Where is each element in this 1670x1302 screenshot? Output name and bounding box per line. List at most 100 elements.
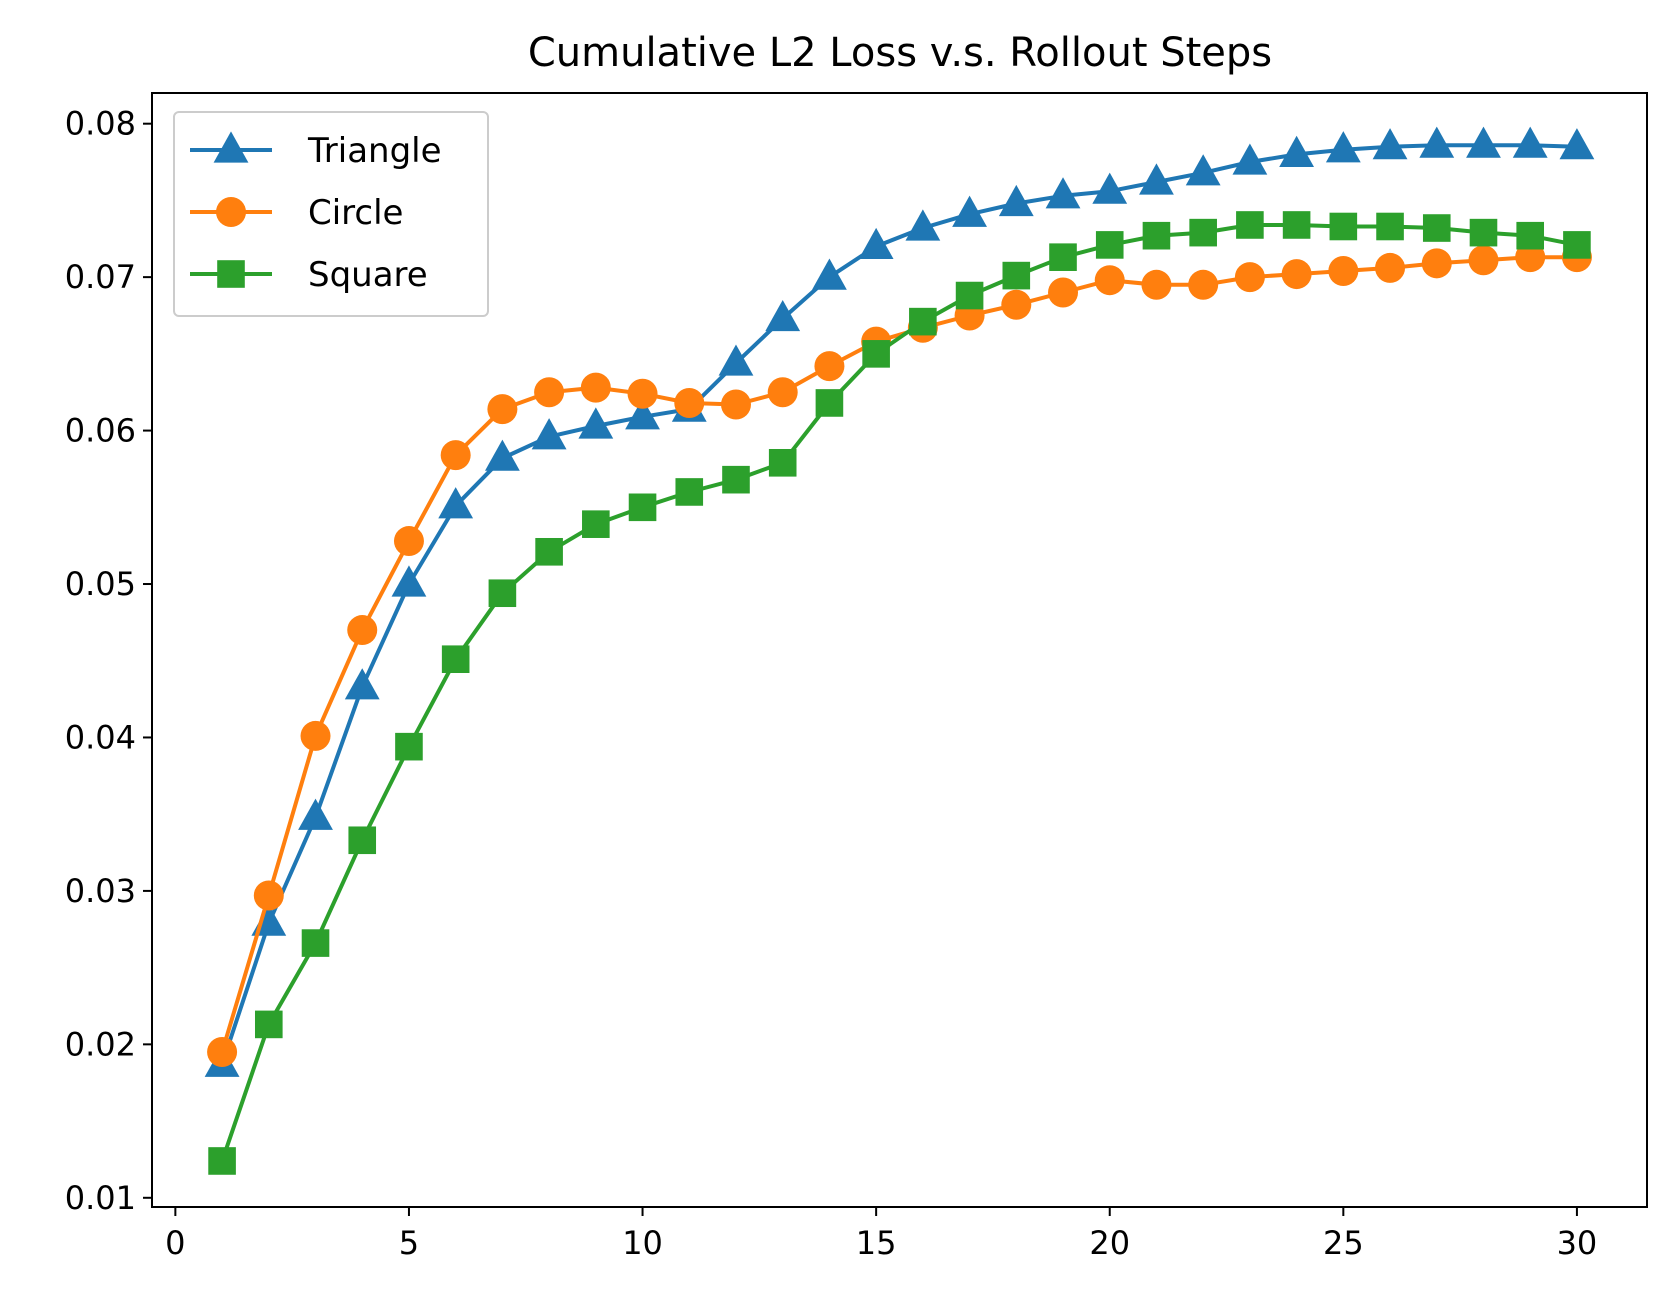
data-point-triangle [1092,172,1128,204]
data-point-circle [1048,277,1079,308]
legend-marker-circle [216,197,246,227]
data-point-square [815,389,844,417]
x-tick-label: 5 [399,1224,419,1262]
data-point-triangle [391,565,427,597]
series-circle [207,242,1592,1068]
y-tick-label: 0.04 [65,718,136,756]
data-point-square [208,1147,236,1175]
data-point-circle [767,377,798,408]
data-point-triangle [1232,143,1268,175]
data-point-triangle [765,299,801,332]
chart-title: Cumulative L2 Loss v.s. Rollout Steps [528,30,1272,76]
data-point-square [768,448,797,477]
y-tick-label: 0.08 [65,105,136,143]
data-point-circle [1328,255,1359,286]
data-point-triangle [998,184,1034,217]
x-tick-label: 10 [622,1224,663,1262]
legend-label: Triangle [307,131,442,171]
data-point-circle [674,387,705,418]
y-tick-label: 0.01 [65,1179,136,1217]
data-point-circle [720,389,751,420]
data-point-circle [1281,259,1312,290]
legend-label: Circle [308,193,403,233]
data-point-triangle [1045,177,1081,209]
data-point-square [488,579,517,608]
data-point-triangle [1372,128,1408,160]
data-point-square [909,307,937,336]
data-point-circle [347,615,378,646]
data-point-square [301,929,330,957]
data-point-square [955,281,984,310]
data-point-triangle [578,407,614,439]
data-point-triangle [952,195,987,227]
x-tick-label: 25 [1323,1224,1364,1262]
axes-frame [151,92,1648,1208]
legend-label: Square [308,255,428,295]
data-point-square [1049,243,1077,271]
x-tick-label: 0 [165,1224,185,1262]
data-point-square [1376,212,1404,241]
data-point-circle [534,377,565,408]
data-point-circle [627,378,658,409]
y-tick-label: 0.07 [65,258,136,296]
data-point-triangle [1279,135,1315,167]
data-point-square [675,478,704,506]
data-point-triangle [1419,126,1455,158]
y-tick-label: 0.05 [65,565,136,603]
data-point-circle [300,720,331,751]
x-tick-label: 20 [1089,1224,1130,1262]
legend-marker-square [217,260,245,288]
data-point-circle [580,372,611,403]
data-point-circle [1094,265,1125,296]
data-point-circle [1421,248,1452,279]
data-point-triangle [344,668,380,700]
data-point-circle [253,880,284,911]
data-point-triangle [905,209,941,241]
data-point-square [722,465,750,494]
data-point-triangle [1325,131,1361,163]
data-point-square [441,645,470,674]
data-point-square [1516,221,1545,250]
data-point-triangle [484,439,520,471]
data-point-square [1469,218,1498,247]
data-point-circle [1001,289,1032,320]
axes: 0 5 10 15 20 25 30 0.01 0.02 0.03 0.04 0.05 0.06 0.07… [65,92,1648,1262]
data-point-circle [1141,269,1172,300]
data-point-triangle [858,227,894,260]
data-point-square [1095,231,1124,259]
data-point-square [1002,261,1031,290]
data-point-triangle [298,798,333,830]
data-point-square [582,510,610,538]
series-square [208,211,1591,1175]
data-point-circle [1234,262,1265,293]
legend-item-triangle: Triangle [190,131,442,171]
data-point-triangle [1512,126,1548,158]
data-point-circle [207,1037,238,1068]
legend: Triangle Circle Square [173,111,489,317]
data-point-circle [487,394,518,425]
data-point-circle [393,526,424,557]
data-point-square [254,1010,283,1039]
legend-box [173,111,489,317]
legend-item-square: Square [190,255,428,295]
x-tick-label: 30 [1557,1224,1598,1262]
data-point-circle [440,440,471,471]
data-point-square [395,732,423,761]
data-point-square [1142,221,1171,250]
legend-marker-triangle [213,131,249,163]
data-point-square [628,493,657,522]
data-point-triangle [1559,128,1595,160]
data-point-triangle [1466,126,1501,158]
data-point-triangle [812,258,847,290]
data-point-square [1329,212,1358,241]
data-point-square [1563,231,1591,259]
data-point-triangle [1139,163,1174,195]
data-point-square [1282,211,1311,239]
series-group [204,126,1595,1175]
data-point-triangle [625,398,660,430]
data-point-triangle [718,344,754,376]
y-tick-label: 0.03 [65,872,136,910]
data-point-circle [1468,245,1499,276]
data-point-square [535,537,563,566]
